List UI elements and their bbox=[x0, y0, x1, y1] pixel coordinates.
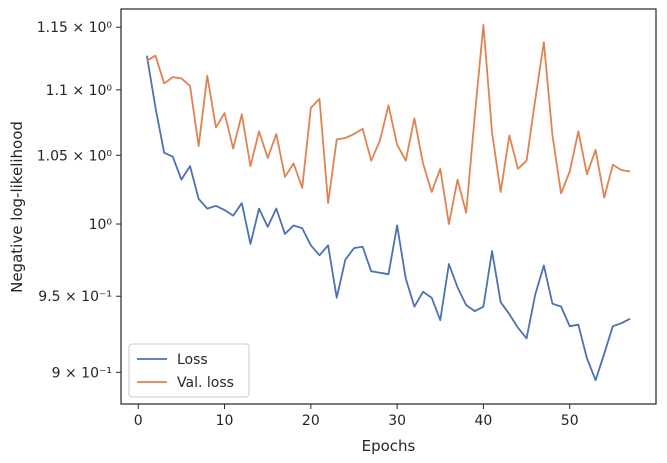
legend-label-loss: Loss bbox=[177, 352, 208, 368]
y-axis-label: Negative log-likelihood bbox=[8, 121, 26, 293]
legend-box bbox=[128, 343, 250, 398]
legend-label-val-loss: Val. loss bbox=[177, 375, 234, 391]
x-tick-label: 10 bbox=[216, 413, 234, 429]
x-tick-label: 50 bbox=[561, 413, 579, 429]
y-tick-label: 1.15 × 10⁰ bbox=[37, 20, 113, 36]
legend: Loss Val. loss bbox=[128, 343, 250, 398]
x-tick-label: 30 bbox=[388, 413, 406, 429]
series-line-loss bbox=[146, 55, 631, 382]
x-tick-label: 40 bbox=[475, 413, 493, 429]
plot-area bbox=[120, 8, 657, 405]
x-axis-label: Epochs bbox=[362, 437, 416, 455]
series-layer bbox=[146, 23, 631, 382]
y-tick-label: 1.05 × 10⁰ bbox=[37, 148, 113, 164]
y-tick-label: 10⁰ bbox=[89, 217, 113, 233]
x-tick-label: 20 bbox=[302, 413, 320, 429]
y-tick-label: 9 × 10⁻¹ bbox=[52, 365, 112, 381]
y-axis-ticks: 9 × 10⁻¹ 9.5 × 10⁻¹ 10⁰ 1.05 × 10⁰ 1.1 × 10⁰… bbox=[37, 20, 121, 381]
series-line-val-loss bbox=[146, 23, 631, 225]
y-tick-label: 9.5 × 10⁻¹ bbox=[38, 289, 112, 305]
y-tick-label: 1.1 × 10⁰ bbox=[46, 83, 113, 99]
x-tick-label: 0 bbox=[134, 413, 143, 429]
x-axis-ticks: 0 10 20 30 40 50 bbox=[134, 404, 579, 429]
